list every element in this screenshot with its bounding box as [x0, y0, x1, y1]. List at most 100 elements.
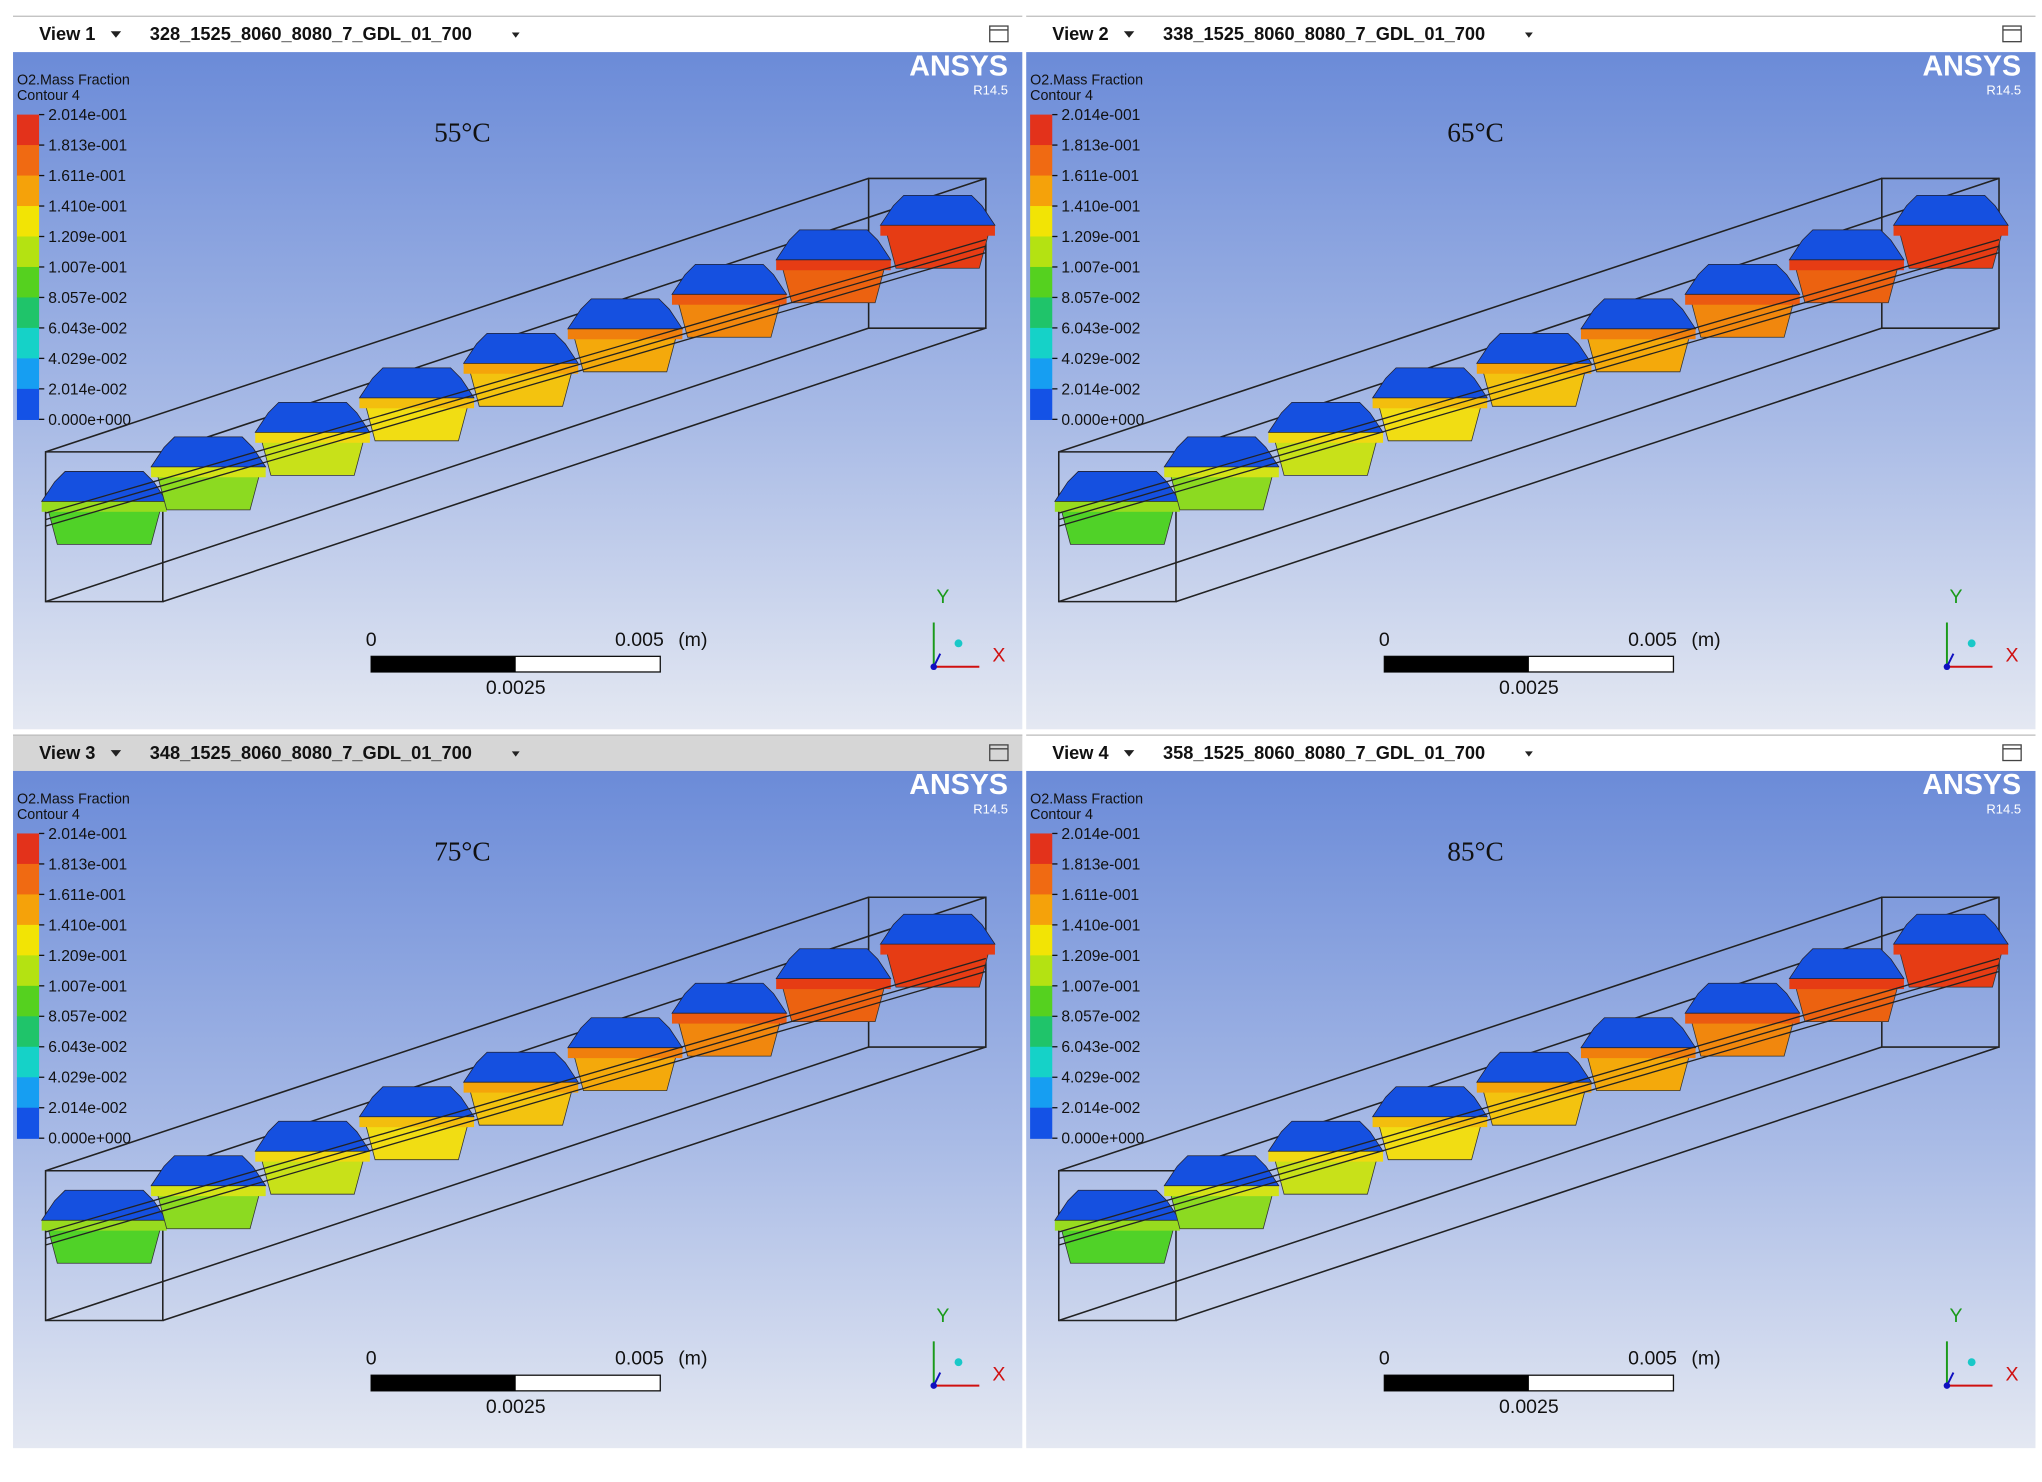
rib-cap	[1684, 263, 1801, 295]
domain-edge	[45, 327, 869, 603]
legend-label: 6.043e-002	[1061, 320, 1140, 337]
colorbar-band	[16, 175, 40, 207]
view-tab[interactable]: View 2	[1052, 23, 1108, 44]
legend-label: 4.029e-002	[1061, 1070, 1140, 1087]
rib-cap	[1580, 1017, 1697, 1049]
colorbar-band	[16, 327, 40, 360]
legend-label: 4.029e-002	[48, 351, 127, 368]
legend-label: 6.043e-002	[48, 320, 127, 337]
file-name[interactable]: 348_1525_8060_8080_7_GDL_01_700	[150, 742, 472, 763]
legend-label: 0.000e+000	[48, 1131, 131, 1148]
colorbar-band	[16, 863, 40, 896]
rib-band	[1054, 501, 1180, 512]
colorbar-band	[1030, 358, 1053, 390]
legend-label: 2.014e-001	[48, 826, 127, 843]
channel-line	[45, 964, 987, 1240]
rib-band	[671, 294, 787, 305]
colorbar-band	[1030, 327, 1053, 360]
legend-label: 1.007e-001	[48, 259, 127, 276]
dropdown-arrow[interactable]	[1123, 750, 1135, 757]
colorbar-band	[16, 206, 40, 238]
rib-cap	[1476, 1051, 1593, 1083]
rib-cap	[775, 229, 892, 261]
rib-band	[359, 1116, 475, 1128]
rib-cap	[1788, 229, 1905, 261]
channel-line	[45, 957, 987, 1233]
legend-label: 1.611e-001	[1061, 887, 1139, 904]
file-name[interactable]: 358_1525_8060_8080_7_GDL_01_700	[1163, 742, 1485, 763]
view-tab[interactable]: View 3	[39, 742, 95, 763]
viewport-panel: View 4 358_1525_8060_8080_7_GDL_01_700 O2.…	[1026, 734, 2036, 1449]
channel-line	[45, 238, 987, 514]
legend-label: 1.813e-001	[1061, 138, 1140, 155]
maximize-button[interactable]	[2002, 744, 2022, 762]
scale-bar-black	[1384, 1375, 1529, 1391]
legend-label: 1.209e-001	[48, 948, 127, 965]
colorbar-band	[16, 236, 40, 268]
colorbar-band	[16, 1077, 40, 1109]
brand-logo: ANSYS	[909, 769, 1008, 801]
dropdown-arrow[interactable]	[110, 31, 122, 38]
legend-label: 1.007e-001	[1061, 978, 1140, 995]
dropdown-arrow[interactable]	[110, 750, 122, 757]
legend-label: 6.043e-002	[48, 1039, 127, 1056]
legend-title: O2.Mass Fraction	[1030, 73, 1143, 89]
view-tab[interactable]: View 4	[1052, 742, 1109, 763]
dropdown-arrow[interactable]	[511, 751, 520, 757]
channel-line	[1058, 970, 2000, 1246]
rib-band	[1789, 978, 1904, 990]
rib-cap	[1163, 436, 1280, 468]
channel-line	[45, 970, 987, 1246]
dropdown-arrow[interactable]	[1123, 31, 1135, 38]
rib-band	[255, 1151, 370, 1162]
rib-band	[1372, 397, 1488, 409]
rib-band	[776, 259, 891, 271]
axis-x-label: X	[2006, 1363, 2019, 1385]
rib-band	[1580, 328, 1696, 340]
colorbar-band	[1030, 1077, 1053, 1109]
colorbar-band	[16, 145, 40, 177]
colorbar-band	[16, 1016, 40, 1048]
legend-label: 4.029e-002	[1061, 351, 1140, 368]
rib-cap	[1371, 367, 1488, 399]
scale-start: 0	[1379, 629, 1390, 651]
release-label: R14.5	[973, 801, 1008, 816]
maximize-button[interactable]	[989, 744, 1009, 762]
legend-label: 2.014e-002	[1061, 1100, 1140, 1117]
colorbar-band	[1030, 863, 1053, 896]
axis-y-label: Y	[936, 586, 949, 608]
triad-dot	[1967, 1358, 1976, 1367]
domain-edge	[162, 327, 987, 603]
triad-dot	[954, 1358, 963, 1367]
viewport-panel: View 2 338_1525_8060_8080_7_GDL_01_700 O2.…	[1026, 15, 2036, 730]
domain-edge	[1058, 1046, 1883, 1322]
rib-cap	[879, 913, 996, 945]
dropdown-arrow[interactable]	[511, 32, 520, 38]
legend-label: 1.007e-001	[1061, 259, 1140, 276]
colorbar-band	[1030, 924, 1053, 957]
file-name[interactable]: 338_1525_8060_8080_7_GDL_01_700	[1163, 23, 1485, 44]
rib-cap	[1476, 332, 1593, 364]
colorbar-band	[1030, 236, 1053, 268]
dropdown-arrow[interactable]	[1524, 751, 1533, 757]
view-tab[interactable]: View 1	[39, 23, 95, 44]
file-name[interactable]: 328_1525_8060_8080_7_GDL_01_700	[150, 23, 472, 44]
maximize-button[interactable]	[2002, 25, 2022, 43]
rib-band	[1893, 225, 2009, 236]
rib-band	[463, 1082, 579, 1093]
rib-cap	[1580, 298, 1697, 330]
channel-line	[1058, 957, 2000, 1233]
axis-y-label: Y	[1950, 1305, 1963, 1327]
rib-cap	[567, 1017, 684, 1049]
dropdown-arrow[interactable]	[1524, 32, 1533, 38]
viewport-panel: View 1 328_1525_8060_8080_7_GDL_01_700 O2.…	[13, 15, 1023, 730]
channel-line	[1058, 252, 2000, 527]
axis-x-label: X	[992, 645, 1005, 667]
colorbar-band	[16, 985, 40, 1017]
rib-band	[1476, 1082, 1592, 1093]
rib-band	[1372, 1116, 1488, 1128]
legend-label: 2.014e-001	[48, 107, 127, 124]
rib-cap	[1371, 1086, 1488, 1118]
maximize-button[interactable]	[989, 25, 1009, 43]
